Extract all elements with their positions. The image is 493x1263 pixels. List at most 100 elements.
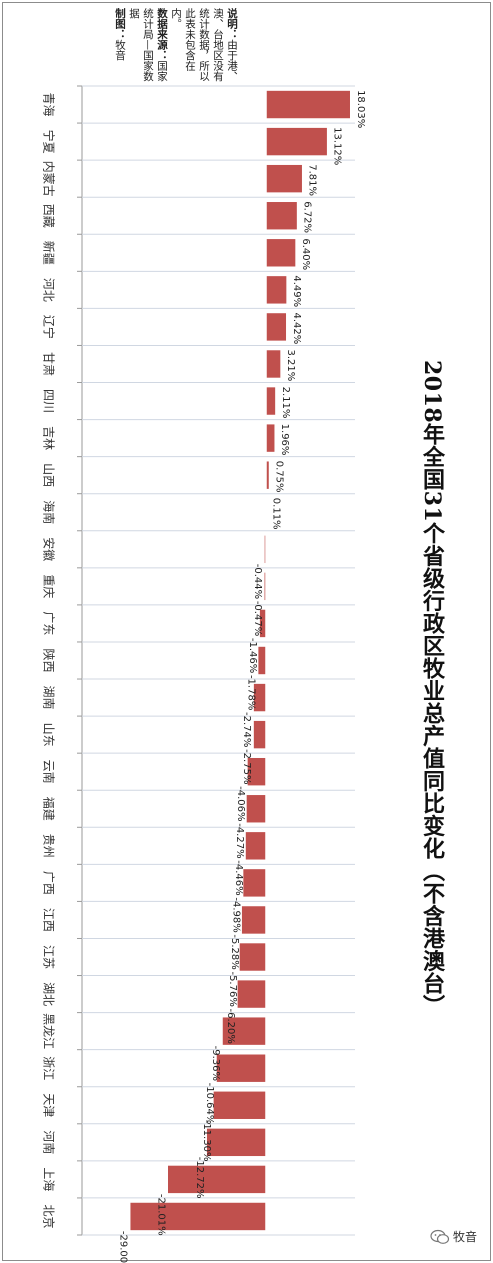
bar-18 <box>252 719 267 750</box>
category-label: 辽宁 <box>42 315 57 339</box>
value-labels: 18.03% 13.12% 7.81% 6.72% 6.40% 4.49% 4.42% 3.2… <box>118 90 366 1263</box>
category-label: 福建 <box>42 797 57 821</box>
category-label: 河南 <box>42 1130 57 1154</box>
category-label: 广东 <box>42 611 56 635</box>
bar-1 <box>265 89 352 120</box>
bar-31 <box>128 1201 267 1232</box>
value-label: -29.00% <box>118 1231 129 1263</box>
maker-text: 牧音 <box>114 39 126 61</box>
category-label: 重庆 <box>42 574 56 598</box>
value-label: -9.36% <box>210 1046 221 1081</box>
category-label: 甘肃 <box>42 352 56 376</box>
value-label: 18.03% <box>355 90 366 128</box>
value-label: 4.42% <box>291 312 302 344</box>
bar-11 <box>265 459 271 491</box>
value-label: 7.81% <box>307 164 318 196</box>
note-label: 说明： <box>226 8 238 40</box>
bar-19 <box>246 756 267 787</box>
bar-26 <box>221 1015 267 1047</box>
watermark-text: 牧音 <box>453 1230 478 1244</box>
value-label: -6.20% <box>225 1009 236 1044</box>
grid-lines <box>77 85 355 1236</box>
bar-15 <box>258 608 267 639</box>
category-label: 广西 <box>42 871 56 895</box>
category-label: 天津 <box>42 1093 56 1117</box>
value-label: 0.75% <box>274 461 285 493</box>
value-label: 4.49% <box>291 275 302 307</box>
bar-23 <box>240 904 267 936</box>
bar-16 <box>256 645 267 676</box>
bar-5 <box>265 237 297 268</box>
category-label: 青海 <box>42 93 57 117</box>
bar-3 <box>265 163 304 194</box>
category-label: 吉林 <box>42 426 56 450</box>
value-label: 3.21% <box>285 350 296 382</box>
value-label: -10.64% <box>204 1083 215 1125</box>
category-labels: 青海宁夏内蒙古西藏新疆河北辽宁甘肃四川吉林山西海南安徽重庆广东陕西湖南山东云南福… <box>41 93 56 1229</box>
value-label: -12.72% <box>194 1157 205 1199</box>
category-label: 山西 <box>42 463 56 487</box>
category-label: 湖北 <box>42 982 57 1006</box>
value-label: 2.11% <box>280 387 291 419</box>
value-label: -4.27% <box>234 823 245 858</box>
category-label: 宁夏 <box>42 130 57 154</box>
category-label: 黑龙江 <box>42 1013 56 1049</box>
bar-2 <box>265 126 329 157</box>
bar-14 <box>263 571 267 602</box>
category-label: 四川 <box>42 389 56 413</box>
value-label: 13.12% <box>332 127 343 165</box>
category-label: 内蒙古 <box>42 161 57 197</box>
bar-28 <box>212 1090 267 1121</box>
value-label: -5.28% <box>229 934 240 969</box>
watermark: 牧音 <box>430 1228 477 1245</box>
bar-10 <box>265 422 276 454</box>
bar-21 <box>244 830 267 862</box>
value-label: 6.72% <box>302 201 313 233</box>
category-label: 海南 <box>42 500 57 524</box>
maker-label: 制图： <box>114 8 126 40</box>
category-label: 江西 <box>42 908 56 932</box>
bar-30 <box>166 1164 267 1195</box>
category-label: 云南 <box>42 760 57 784</box>
category-label: 湖南 <box>42 686 57 710</box>
bar-17 <box>252 682 267 713</box>
bar-7 <box>265 311 288 343</box>
bar-25 <box>236 978 267 1010</box>
bar-27 <box>215 1053 267 1084</box>
value-label: -21.01% <box>155 1194 166 1236</box>
value-label: -1.78% <box>246 675 257 710</box>
category-label: 山东 <box>42 723 56 747</box>
bars <box>128 89 352 1232</box>
value-label: 1.96% <box>279 424 290 456</box>
category-label: 陕西 <box>42 648 57 672</box>
value-label: -4.46% <box>233 860 244 895</box>
category-label: 西藏 <box>42 204 56 228</box>
category-label: 新疆 <box>41 241 56 265</box>
bar-24 <box>238 941 267 973</box>
value-label: -0.47% <box>252 601 263 636</box>
value-label: -4.98% <box>231 897 242 932</box>
category-label: 河北 <box>42 278 56 302</box>
value-label: 0.11% <box>271 498 282 530</box>
category-label: 江苏 <box>42 945 56 969</box>
wechat-icon <box>430 1229 450 1244</box>
value-label: -5.76% <box>227 971 238 1006</box>
chart-title: 2018年全国31个省级行政区牧业总产值同比变化（不含港澳台） <box>419 360 445 1018</box>
category-label: 安徽 <box>42 537 57 561</box>
bar-13 <box>263 534 267 565</box>
bar-22 <box>241 867 267 899</box>
source-text: 国家统计局—国家数据 <box>128 8 168 82</box>
value-label: -11.30% <box>201 1120 212 1162</box>
category-label: 浙江 <box>42 1056 56 1080</box>
bar-29 <box>205 1127 267 1158</box>
bar-20 <box>245 793 267 824</box>
bar-12 <box>265 497 268 528</box>
category-label: 上海 <box>42 1167 57 1191</box>
chart-note: 说明：由于港、澳、台地区没有统计数据，所以此表未包含在内。 数据来源：国家统计局… <box>113 8 239 88</box>
value-label: -4.06% <box>235 786 246 821</box>
bar-9 <box>265 385 277 417</box>
value-label: -1.46% <box>247 638 258 673</box>
source-label: 数据来源： <box>156 8 168 61</box>
